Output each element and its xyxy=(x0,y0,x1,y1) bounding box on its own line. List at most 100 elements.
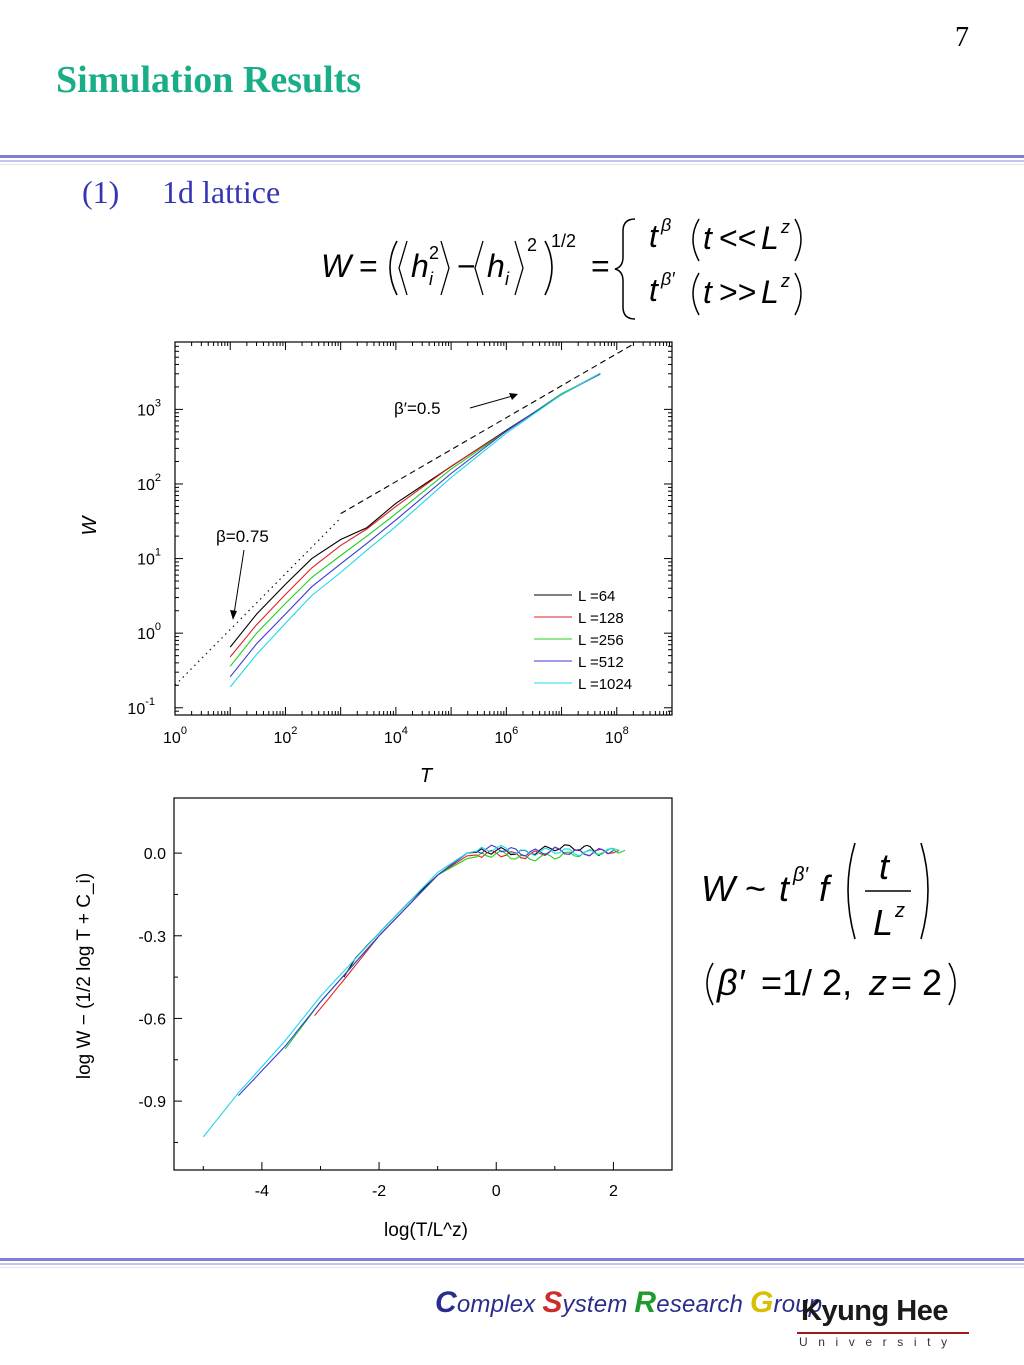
svg-text:<<: << xyxy=(719,220,756,256)
dashed-slope-line xyxy=(340,343,634,515)
svg-text:−: − xyxy=(457,248,476,284)
top-divider xyxy=(0,155,1024,165)
x-tick-label: 106 xyxy=(494,725,518,747)
svg-text:β′: β′ xyxy=(716,962,746,1003)
tick-labels: 100 102 104 106 108 10-1 100 101 102 103 xyxy=(127,397,628,747)
slope-guides xyxy=(174,343,634,686)
svg-text:1/2: 1/2 xyxy=(551,231,576,251)
y-axis-label: log W − (1/2 log T + C_i) xyxy=(74,873,95,1079)
svg-text:β′: β′ xyxy=(660,269,675,289)
width-formula: W = h 2 i − h i 2 1/2 = t β t << L z t β… xyxy=(321,215,802,320)
svg-text:=: = xyxy=(591,248,610,284)
annotation-beta-label: β=0.75 xyxy=(216,527,269,546)
svg-text:f: f xyxy=(819,868,833,909)
chart-collapsed-scaling: -4 -2 0 2 0.0 -0.3 -0.6 -0.9 log W − (1/2 log T… xyxy=(74,797,673,1241)
y-axis-label: W xyxy=(79,514,101,535)
x-tick-label: 2 xyxy=(609,1183,618,1200)
annotation-beta-prime-label: β′=0.5 xyxy=(394,399,441,418)
y-tick-label: 103 xyxy=(137,397,161,419)
section-heading: (1) 1d lattice xyxy=(82,174,280,211)
chart-width-vs-time: 100 102 104 106 108 10-1 100 101 102 103 W T β′=0… xyxy=(79,341,673,787)
svg-text:t: t xyxy=(779,868,791,909)
x-axis-label: log(T/L^z) xyxy=(384,1220,468,1241)
legend-label: L =1024 xyxy=(578,676,632,693)
section-number: (1) xyxy=(82,174,120,210)
plot-frame xyxy=(173,797,673,1171)
svg-text:β′: β′ xyxy=(792,864,809,886)
university-logo: Kyung Hee University xyxy=(795,1295,975,1351)
series-line-L1024 xyxy=(202,844,620,1138)
annotation-arrow xyxy=(233,549,245,615)
svg-text:L: L xyxy=(873,902,893,943)
svg-text:t: t xyxy=(649,218,659,254)
legend-label: L =256 xyxy=(578,632,624,649)
x-tick-label: -2 xyxy=(372,1183,386,1200)
x-tick-label: 108 xyxy=(605,725,629,747)
svg-text:~: ~ xyxy=(745,868,766,909)
svg-text:=: = xyxy=(359,248,378,284)
x-axis-label: T xyxy=(420,765,434,787)
series-line-L256 xyxy=(284,847,626,1050)
series-line-L1024 xyxy=(229,372,601,688)
y-tick-label: 100 xyxy=(137,621,161,643)
bottom-divider xyxy=(0,1258,1024,1268)
y-tick-label: -0.6 xyxy=(138,1011,166,1028)
tick-labels: -4 -2 0 2 0.0 -0.3 -0.6 -0.9 xyxy=(138,846,618,1200)
series-line-L512 xyxy=(229,373,601,678)
page-number: 7 xyxy=(955,22,969,53)
series-line-L128 xyxy=(314,846,620,1017)
research-group-name: Complex System Research Group xyxy=(435,1286,823,1319)
y-tick-label: -0.3 xyxy=(138,929,166,946)
svg-text:=1/ 2,: =1/ 2, xyxy=(761,962,852,1003)
svg-text:h: h xyxy=(411,248,429,284)
svg-text:z: z xyxy=(894,900,905,922)
svg-text:W: W xyxy=(701,868,738,909)
series-lines xyxy=(202,844,626,1138)
svg-text:β: β xyxy=(660,215,671,235)
annotation-beta: β=0.75 xyxy=(216,527,269,620)
series-lines xyxy=(229,372,601,688)
plot-frame xyxy=(174,341,673,716)
page-title: Simulation Results xyxy=(56,59,362,101)
svg-text:t: t xyxy=(879,846,891,887)
legend: L =64 L =128 L =256 L =512 L =1024 xyxy=(534,588,632,693)
y-tick-label: 102 xyxy=(137,472,161,494)
y-tick-label: 101 xyxy=(137,547,161,569)
svg-text:z: z xyxy=(780,271,790,291)
x-tick-label: 102 xyxy=(273,725,297,747)
x-tick-label: -4 xyxy=(255,1183,269,1200)
axis-ticks xyxy=(174,341,672,716)
x-tick-label: 104 xyxy=(384,725,408,747)
svg-text:L: L xyxy=(761,220,779,256)
svg-text:>>: >> xyxy=(719,274,756,310)
y-tick-label: -0.9 xyxy=(138,1094,166,1111)
x-tick-label: 100 xyxy=(163,725,187,747)
legend-label: L =128 xyxy=(578,610,624,627)
x-tick-label: 0 xyxy=(492,1183,501,1200)
svg-text:t: t xyxy=(703,274,713,310)
dotted-slope-line xyxy=(174,517,342,686)
legend-label: L =64 xyxy=(578,588,615,605)
svg-text:t: t xyxy=(649,272,659,308)
axis-ticks xyxy=(174,852,614,1170)
svg-text:L: L xyxy=(761,274,779,310)
legend-label: L =512 xyxy=(578,654,624,671)
series-line-L512 xyxy=(238,844,614,1096)
svg-text:i: i xyxy=(505,269,510,289)
svg-text:h: h xyxy=(487,248,505,284)
svg-text:W: W xyxy=(321,248,354,284)
svg-text:z: z xyxy=(868,962,887,1003)
series-line-L64 xyxy=(343,844,603,978)
annotation-arrow xyxy=(469,394,517,409)
svg-text:t: t xyxy=(703,220,713,256)
y-tick-label: 0.0 xyxy=(144,846,166,863)
svg-text:i: i xyxy=(429,269,434,289)
svg-text:z: z xyxy=(780,217,790,237)
svg-text:= 2: = 2 xyxy=(891,962,942,1003)
scaling-formula: W ~ t β′ f t L z β′ =1/ 2, z = 2 xyxy=(701,842,956,1006)
svg-text:2: 2 xyxy=(527,235,537,255)
logo-subtitle: University xyxy=(799,1335,958,1349)
y-tick-label: 10-1 xyxy=(127,696,155,718)
svg-text:2: 2 xyxy=(429,243,439,263)
logo-name: Kyung Hee xyxy=(801,1295,948,1327)
